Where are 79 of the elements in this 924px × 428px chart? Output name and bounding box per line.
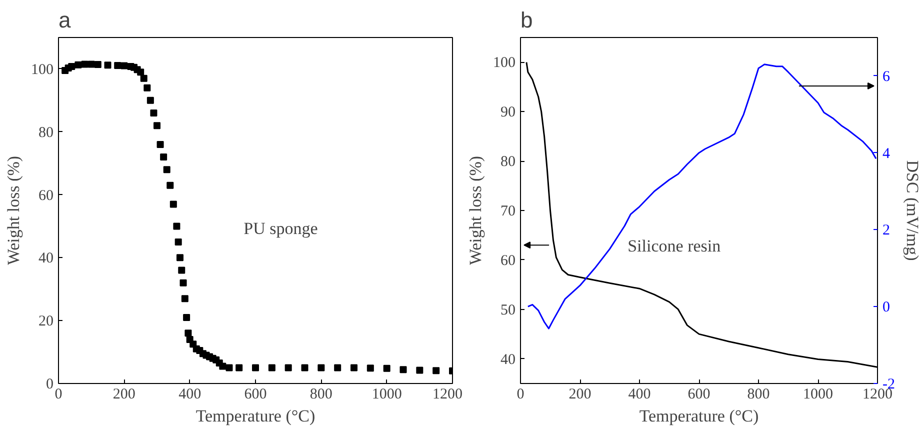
point <box>170 200 177 208</box>
x-tick-label: 200 <box>568 386 592 402</box>
y2-tick-label: 0 <box>882 300 890 316</box>
point <box>81 60 88 68</box>
x-axis-title: Temperature (°C) <box>639 406 759 426</box>
point <box>176 254 184 262</box>
point <box>183 314 190 321</box>
point <box>94 61 102 68</box>
text: PU sponge <box>244 219 318 238</box>
x-tick-label: 200 <box>112 386 136 402</box>
point <box>154 122 160 130</box>
point <box>416 366 424 374</box>
point <box>181 295 188 302</box>
chart-title: a <box>58 8 72 32</box>
y2-tick-label: 4 <box>882 146 890 162</box>
point <box>236 364 243 372</box>
point <box>178 266 186 274</box>
point <box>383 364 390 372</box>
point <box>120 62 128 70</box>
y-tick-label: 60 <box>38 188 54 204</box>
point <box>156 140 164 148</box>
point <box>400 366 407 374</box>
x-tick-label: 600 <box>244 386 267 402</box>
y-tick-label: 40 <box>500 352 516 368</box>
x-tick-label: 400 <box>628 386 651 402</box>
point <box>366 364 374 372</box>
y-tick-label: 90 <box>500 104 516 121</box>
point <box>114 62 122 69</box>
point <box>68 62 76 70</box>
y-tick-label: 70 <box>500 204 516 220</box>
point <box>334 364 342 372</box>
x-tick-label: 800 <box>747 386 770 402</box>
y-axis-title: Weight loss (%) <box>4 156 23 266</box>
point <box>184 330 192 337</box>
x-tick-label: 1000 <box>803 386 833 402</box>
point <box>166 182 174 189</box>
y-tick-label: 100 <box>493 55 516 72</box>
y-axis-title: Weight loss (%) <box>466 156 485 266</box>
point <box>268 364 276 372</box>
y-tick-label: 50 <box>500 302 516 318</box>
y-tick-label: 0 <box>46 376 54 392</box>
point <box>174 238 182 246</box>
y2-tick-label: 2 <box>882 222 890 239</box>
y-tick-label: 100 <box>31 62 54 78</box>
chart-title: b <box>520 8 533 32</box>
x-tick-label: 800 <box>310 386 332 402</box>
point <box>74 61 82 68</box>
x-axis-title: Temperature (°C) <box>196 406 316 426</box>
point <box>144 84 151 92</box>
y-tick-label: 80 <box>38 124 54 141</box>
point <box>163 166 170 174</box>
y-tick-label: 80 <box>500 154 516 170</box>
x-tick-label: 1000 <box>372 386 402 402</box>
y-tick-label: 20 <box>38 314 54 330</box>
point <box>318 364 325 372</box>
point <box>104 62 112 69</box>
annotation: Silicone resin <box>628 236 722 256</box>
point <box>150 109 158 116</box>
point <box>173 222 180 230</box>
point <box>160 154 168 161</box>
point <box>432 367 440 374</box>
x-tick-label: 400 <box>178 386 202 402</box>
y2-axis-title: DSC (mV/mg) <box>902 160 922 261</box>
x-tick-label: 600 <box>688 386 710 402</box>
y-tick-label: 60 <box>500 252 516 269</box>
y2-tick-label: 6 <box>882 68 890 85</box>
point <box>137 68 144 76</box>
point <box>301 364 308 372</box>
point <box>350 364 358 372</box>
point <box>226 364 233 372</box>
point <box>180 279 187 286</box>
point <box>252 364 259 372</box>
point <box>284 364 292 372</box>
point <box>146 96 154 104</box>
point <box>219 362 226 370</box>
point <box>140 74 148 82</box>
point <box>88 60 95 68</box>
y-tick-label: 40 <box>38 250 54 267</box>
x-tick-label: 1200 <box>432 386 462 402</box>
